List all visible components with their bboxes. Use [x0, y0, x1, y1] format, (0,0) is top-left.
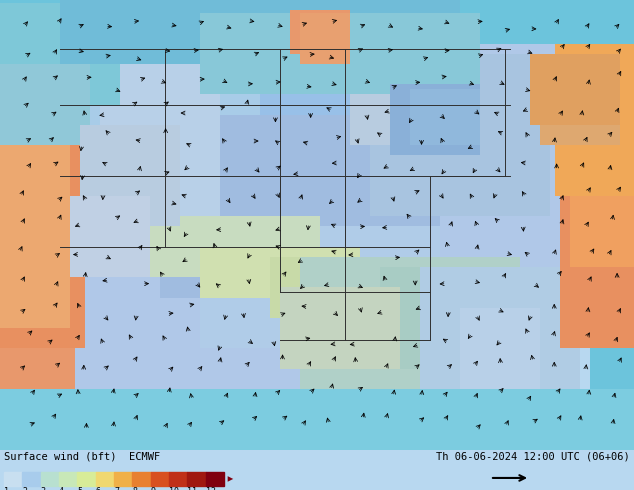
Bar: [59, 472, 77, 486]
Text: Th 06-06-2024 12:00 UTC (06+06): Th 06-06-2024 12:00 UTC (06+06): [436, 452, 630, 462]
Text: 10: 10: [169, 487, 179, 490]
Polygon shape: [60, 44, 380, 155]
Text: 6: 6: [96, 487, 101, 490]
Polygon shape: [70, 196, 150, 277]
Bar: [187, 472, 205, 486]
Polygon shape: [570, 84, 634, 267]
Polygon shape: [0, 389, 634, 450]
Text: 4: 4: [59, 487, 64, 490]
Polygon shape: [0, 0, 50, 450]
Polygon shape: [540, 64, 620, 145]
Polygon shape: [560, 64, 634, 348]
Polygon shape: [200, 13, 480, 95]
Text: 12: 12: [205, 487, 216, 490]
Bar: [77, 472, 96, 486]
Polygon shape: [350, 64, 430, 145]
Polygon shape: [60, 0, 460, 64]
Polygon shape: [420, 267, 580, 389]
Polygon shape: [0, 64, 90, 145]
Polygon shape: [280, 287, 400, 368]
Polygon shape: [0, 145, 70, 328]
Bar: [41, 472, 59, 486]
Polygon shape: [60, 44, 560, 389]
Text: 9: 9: [151, 487, 156, 490]
Polygon shape: [300, 257, 520, 389]
Polygon shape: [290, 10, 350, 54]
Polygon shape: [0, 84, 75, 389]
Bar: [169, 472, 187, 486]
Polygon shape: [0, 0, 634, 54]
Polygon shape: [80, 125, 180, 226]
Text: 7: 7: [114, 487, 119, 490]
Bar: [151, 472, 169, 486]
Bar: [205, 472, 224, 486]
Polygon shape: [530, 54, 620, 125]
Polygon shape: [160, 115, 440, 297]
Polygon shape: [390, 84, 480, 155]
Text: 2: 2: [22, 487, 27, 490]
Polygon shape: [200, 247, 360, 297]
Polygon shape: [0, 3, 120, 104]
Polygon shape: [300, 13, 350, 64]
Bar: [133, 472, 151, 486]
Text: 3: 3: [41, 487, 46, 490]
Polygon shape: [0, 104, 85, 348]
Text: 1: 1: [4, 487, 9, 490]
Polygon shape: [120, 216, 320, 277]
Polygon shape: [460, 308, 540, 389]
Bar: [22, 472, 41, 486]
Text: 8: 8: [133, 487, 138, 490]
Polygon shape: [370, 54, 550, 216]
Polygon shape: [60, 95, 260, 196]
Polygon shape: [200, 226, 440, 348]
Polygon shape: [100, 64, 220, 247]
Polygon shape: [590, 0, 634, 450]
Polygon shape: [555, 44, 634, 196]
Text: 11: 11: [187, 487, 197, 490]
Polygon shape: [270, 257, 370, 318]
Text: 5: 5: [77, 487, 82, 490]
Bar: [96, 472, 114, 486]
Bar: [114, 472, 133, 486]
Polygon shape: [380, 267, 530, 368]
Bar: [4, 472, 22, 486]
Polygon shape: [410, 89, 480, 145]
Text: Surface wind (bft)  ECMWF: Surface wind (bft) ECMWF: [4, 452, 160, 462]
